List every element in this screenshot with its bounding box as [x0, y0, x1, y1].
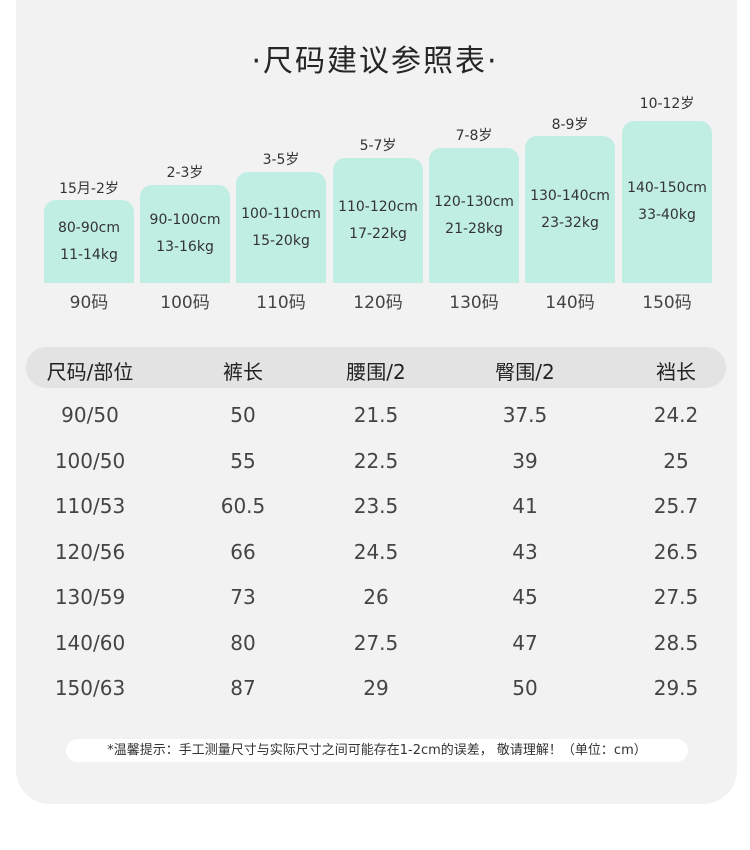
weight-range: 23-32kg [541, 214, 599, 231]
size-bar: 80-90cm 11-14kg [44, 200, 134, 283]
weight-range: 21-28kg [445, 220, 503, 237]
cell-size: 90/50 [61, 403, 119, 427]
cell-hip: 43 [512, 540, 538, 564]
cell-pants-length: 66 [230, 540, 256, 564]
size-label: 140码 [545, 293, 595, 313]
cell-pants-length: 50 [230, 403, 256, 427]
size-bar: 100-110cm 15-20kg [236, 172, 326, 283]
cell-waist: 29 [363, 676, 389, 700]
cell-hip: 39 [512, 449, 538, 473]
cell-size: 110/53 [54, 494, 126, 518]
height-range: 80-90cm [57, 219, 120, 236]
cell-waist: 22.5 [353, 449, 399, 473]
size-bar: 120-130cm 21-28kg [429, 148, 519, 283]
height-range: 120-130cm [434, 193, 514, 210]
height-range: 110-120cm [338, 198, 418, 215]
header-hip: 臀围/2 [495, 360, 555, 384]
size-bar: 110-120cm 17-22kg [333, 158, 423, 283]
cell-pants-length: 60.5 [220, 494, 266, 518]
height-range: 130-140cm [530, 187, 610, 204]
height-range: 140-150cm [627, 180, 707, 196]
cell-waist: 21.5 [353, 403, 399, 427]
size-bar-chart: 15月-2岁 80-90cm 11-14kg 90码 2-3岁 90-100cm… [0, 0, 750, 320]
weight-range: 17-22kg [349, 225, 407, 242]
weight-range: 33-40kg [638, 207, 696, 223]
cell-hip: 50 [512, 676, 538, 700]
size-label: 130码 [449, 293, 499, 313]
cell-rise: 25 [663, 449, 689, 473]
cell-hip: 45 [512, 585, 538, 609]
cell-rise: 28.5 [653, 631, 699, 655]
cell-size: 140/60 [54, 631, 126, 655]
size-label: 150码 [642, 293, 692, 313]
cell-pants-length: 87 [230, 676, 256, 700]
size-bar: 90-100cm 13-16kg [140, 185, 230, 283]
age-label: 8-9岁 [551, 117, 589, 133]
size-label: 120码 [353, 293, 403, 313]
age-label: 7-8岁 [455, 128, 493, 144]
size-bar: 140-150cm 33-40kg [622, 121, 712, 283]
page-title: ·尺码建议参照表· [251, 44, 499, 79]
size-label: 110码 [256, 293, 306, 313]
cell-waist: 23.5 [353, 494, 399, 518]
size-label: 100码 [160, 293, 210, 313]
cell-pants-length: 80 [230, 631, 256, 655]
table-header-bar [26, 347, 726, 388]
header-rise: 裆长 [656, 360, 696, 384]
cell-size: 150/63 [54, 676, 126, 700]
cell-waist: 24.5 [353, 540, 399, 564]
cell-rise: 29.5 [653, 676, 699, 700]
cell-hip: 37.5 [502, 403, 548, 427]
cell-waist: 26 [363, 585, 389, 609]
weight-range: 15-20kg [252, 232, 310, 249]
cell-size: 120/56 [54, 540, 126, 564]
measurement-note: *温馨提示：手工测量尺寸与实际尺寸之间可能存在1-2cm的误差， 敬请理解！（单… [66, 739, 688, 762]
size-label: 90码 [69, 293, 109, 313]
age-label: 15月-2岁 [59, 181, 119, 197]
age-label: 3-5岁 [262, 152, 300, 168]
cell-waist: 27.5 [353, 631, 399, 655]
cell-rise: 27.5 [653, 585, 699, 609]
age-label: 10-12岁 [639, 96, 695, 112]
header-waist: 腰围/2 [346, 360, 406, 384]
cell-rise: 24.2 [653, 403, 699, 427]
age-label: 2-3岁 [166, 165, 204, 181]
cell-hip: 41 [512, 494, 538, 518]
size-guide-card [16, 0, 737, 804]
cell-pants-length: 55 [230, 449, 256, 473]
age-label: 5-7岁 [359, 138, 397, 154]
weight-range: 11-14kg [60, 246, 118, 263]
height-range: 90-100cm [149, 212, 221, 228]
header-size: 尺码/部位 [46, 360, 134, 384]
cell-size: 100/50 [54, 449, 126, 473]
header-pants-length: 裤长 [223, 360, 263, 384]
size-bar: 130-140cm 23-32kg [525, 136, 615, 283]
weight-range: 13-16kg [156, 239, 214, 255]
cell-rise: 25.7 [653, 494, 699, 518]
cell-hip: 47 [512, 631, 538, 655]
cell-size: 130/59 [54, 585, 126, 609]
height-range: 100-110cm [241, 205, 321, 222]
cell-rise: 26.5 [653, 540, 699, 564]
cell-pants-length: 73 [230, 585, 256, 609]
